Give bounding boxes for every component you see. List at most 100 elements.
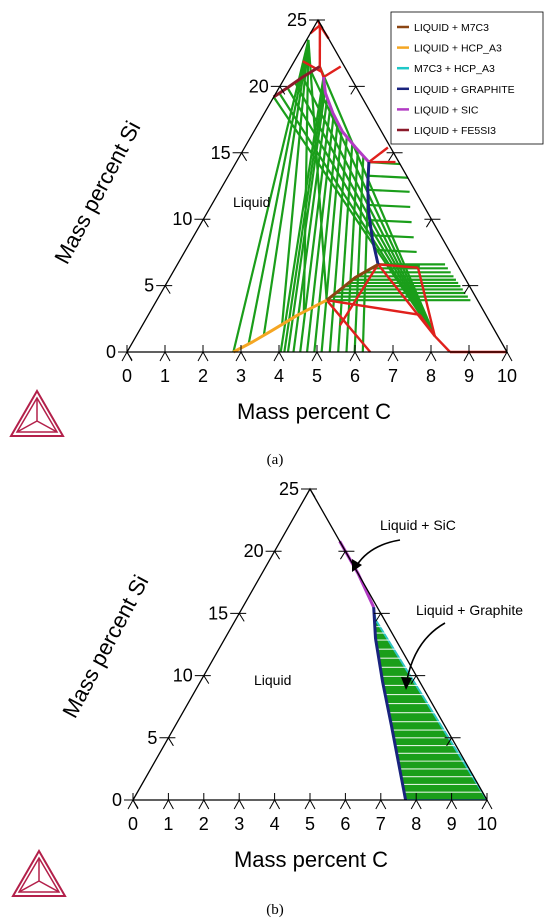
- x-tick-mark: [481, 793, 493, 810]
- phase-boundary-line: [309, 24, 321, 35]
- right-tick-mark: [424, 218, 441, 228]
- phase-boundary-line: [416, 267, 436, 337]
- y-tick-mark: [270, 85, 287, 95]
- tie-line-hcp: [286, 90, 327, 353]
- x-axis-title: Mass percent C: [234, 847, 388, 872]
- thermo-calc-logo: [9, 389, 65, 437]
- y-tick-mark: [156, 285, 173, 294]
- right-ticks: [338, 550, 461, 747]
- boundary-liquid-graphite: [366, 162, 380, 265]
- phase-boundary-line: [433, 335, 451, 353]
- x-tick-label: 6: [340, 814, 350, 834]
- right-tick-mark: [348, 85, 365, 95]
- y-tick-mark: [194, 675, 211, 684]
- region-label-liquid: Liquid: [233, 194, 270, 210]
- tie-line-hcp: [305, 114, 335, 353]
- boundary-liquid-sic: [322, 76, 371, 164]
- x-tick-mark: [121, 345, 133, 362]
- tie-line-sic: [367, 188, 410, 193]
- y-tick-label: 0: [112, 790, 122, 810]
- x-tick-mark: [446, 793, 458, 810]
- y-tick-mark: [230, 612, 247, 622]
- y-ticks: 0 5 10 15 20 25: [106, 10, 325, 362]
- tie-line-hcp: [292, 97, 329, 353]
- callout-liquid-graphite: Liquid + Graphite: [416, 602, 523, 618]
- boundary-liquid-m7c3: [325, 263, 379, 302]
- y-tick-label: 5: [144, 276, 154, 296]
- caption-b: (b): [266, 902, 284, 918]
- legend: LIQUID + M7C3 LIQUID + HCP_A3 M7C3 + HCP_A…: [390, 11, 544, 145]
- y-tick-label: 15: [211, 143, 231, 163]
- y-tick-label: 10: [172, 209, 192, 229]
- legend-label: LIQUID + HCP_A3: [414, 43, 502, 55]
- tie-line-fe5si3: [302, 39, 310, 312]
- callout-arrowhead-sic: [352, 559, 362, 572]
- tie-line-m7c3: [318, 66, 436, 337]
- right-tick-mark: [444, 737, 461, 747]
- x-tick-mark: [387, 345, 399, 362]
- x-tick-mark: [339, 793, 351, 810]
- x-tick-mark: [197, 345, 209, 362]
- x-tick-label: 8: [426, 366, 436, 386]
- x-tick-mark: [198, 793, 210, 810]
- phase-boundary-line: [325, 299, 372, 353]
- x-tick-label: 9: [464, 366, 474, 386]
- x-tick-label: 9: [447, 814, 457, 834]
- legend-label: M7C3 + HCP_A3: [414, 63, 495, 75]
- tie-line-hcp: [313, 122, 339, 353]
- legend-label: LIQUID + SIC: [414, 104, 479, 116]
- tie-line-m7c3: [286, 87, 436, 337]
- x-tick-label: 10: [497, 366, 517, 386]
- tie-line-sic: [368, 174, 408, 179]
- x-tick-label: 7: [376, 814, 386, 834]
- legend-label: LIQUID + GRAPHITE: [414, 84, 515, 96]
- phase-boundary-curves: [232, 65, 380, 354]
- region-label-liquid: Liquid: [254, 672, 291, 688]
- tie-line-hcp: [320, 129, 343, 353]
- x-tick-mark: [425, 345, 437, 362]
- x-tick-label: 10: [477, 814, 497, 834]
- x-tick-label: 3: [234, 814, 244, 834]
- caption-a: (a): [267, 452, 284, 468]
- legend-box: [390, 11, 544, 145]
- y-tick-label: 0: [106, 342, 116, 362]
- phase-boundary-line: [338, 263, 380, 327]
- boundary-liquid-fe5si3: [272, 65, 321, 99]
- y-tick-label: 25: [287, 10, 307, 30]
- boundary-liquid-hcp-a3: [232, 298, 328, 354]
- x-tick-mark: [127, 793, 139, 810]
- callout-arrow-sic: [356, 539, 401, 566]
- right-tick-mark: [462, 285, 479, 294]
- y-tick-mark: [159, 737, 176, 747]
- x-tick-mark: [501, 345, 513, 362]
- tie-line-m7c3: [294, 81, 436, 337]
- x-tick-mark: [235, 345, 247, 362]
- tie-line-fe5si3: [232, 39, 310, 353]
- y-tick-label: 25: [279, 479, 299, 499]
- x-tick-mark: [410, 793, 422, 810]
- right-ticks: [348, 85, 479, 294]
- right-tick-mark: [386, 152, 403, 162]
- x-tick-mark: [311, 345, 323, 362]
- thermo-calc-logo: [11, 849, 67, 897]
- x-tick-label: 4: [274, 366, 284, 386]
- y-tick-label: 15: [208, 603, 228, 623]
- y-tick-label: 20: [249, 76, 269, 96]
- y-tick-label: 20: [244, 541, 264, 561]
- x-ticks: 0 1 2 3 4 5 6 7 8 9 10: [121, 345, 517, 386]
- tie-line-fe5si3: [307, 39, 328, 301]
- legend-label: LIQUID + M7C3: [414, 22, 489, 34]
- chart-panel-b: 0 1 2 3 4 5 6 7 8 9 10 0 5 10 15 20 25 Liquid Liquid + …: [11, 479, 523, 918]
- chart-panel-a: 0 1 2 3 4 5 6 7 8 9 10 0 5 10 15 20 25 Liquid Mass perc…: [9, 10, 544, 468]
- y-tick-mark: [301, 488, 317, 498]
- x-tick-mark: [269, 793, 281, 810]
- boundary-liquid-graphite: [372, 607, 408, 801]
- x-tick-label: 0: [128, 814, 138, 834]
- callout-liquid-sic: Liquid + SiC: [380, 517, 456, 533]
- tie-line-m7c3: [310, 71, 436, 337]
- phase-boundary-line: [418, 314, 436, 337]
- tie-line-m7c3: [277, 91, 436, 337]
- y-tick-mark: [194, 218, 211, 228]
- phase-boundary-line: [378, 263, 419, 269]
